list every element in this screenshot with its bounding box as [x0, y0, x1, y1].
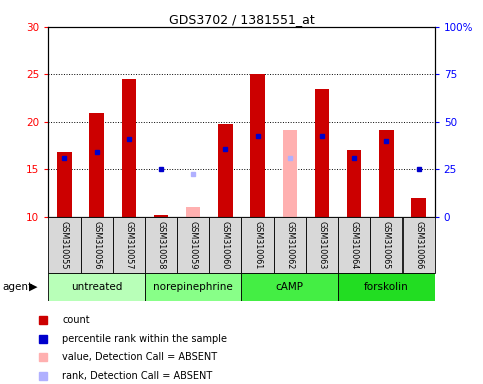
Bar: [315, 89, 329, 217]
Text: rank, Detection Call = ABSENT: rank, Detection Call = ABSENT: [62, 371, 213, 381]
Title: GDS3702 / 1381551_at: GDS3702 / 1381551_at: [169, 13, 314, 26]
Text: GSM310056: GSM310056: [92, 222, 101, 270]
Text: GSM310055: GSM310055: [60, 222, 69, 270]
Bar: [89, 113, 104, 217]
Bar: [283, 129, 297, 217]
Text: GSM310060: GSM310060: [221, 222, 230, 270]
Bar: [81, 217, 113, 273]
Bar: [154, 215, 168, 217]
Bar: [122, 79, 136, 217]
Text: GSM310066: GSM310066: [414, 222, 423, 270]
Bar: [306, 217, 338, 273]
Bar: [48, 273, 145, 301]
Text: GSM310063: GSM310063: [317, 222, 327, 270]
Bar: [379, 129, 394, 217]
Bar: [347, 151, 361, 217]
Bar: [338, 273, 435, 301]
Bar: [177, 217, 209, 273]
Text: GSM310057: GSM310057: [124, 222, 133, 270]
Text: forskolin: forskolin: [364, 282, 409, 292]
Text: value, Detection Call = ABSENT: value, Detection Call = ABSENT: [62, 352, 217, 362]
Bar: [209, 217, 242, 273]
Bar: [145, 273, 242, 301]
Text: untreated: untreated: [71, 282, 122, 292]
Text: count: count: [62, 315, 90, 325]
Bar: [113, 217, 145, 273]
Bar: [242, 273, 338, 301]
Text: GSM310059: GSM310059: [189, 222, 198, 270]
Bar: [145, 217, 177, 273]
Bar: [242, 217, 274, 273]
Bar: [338, 217, 370, 273]
Bar: [48, 217, 81, 273]
Text: ▶: ▶: [28, 282, 37, 292]
Text: GSM310058: GSM310058: [156, 222, 166, 270]
Bar: [57, 152, 71, 217]
Text: GSM310065: GSM310065: [382, 222, 391, 270]
Text: percentile rank within the sample: percentile rank within the sample: [62, 334, 227, 344]
Bar: [370, 217, 402, 273]
Bar: [186, 207, 200, 217]
Text: GSM310064: GSM310064: [350, 222, 359, 270]
Text: norepinephrine: norepinephrine: [153, 282, 233, 292]
Bar: [250, 74, 265, 217]
Bar: [412, 198, 426, 217]
Bar: [218, 124, 233, 217]
Text: agent: agent: [2, 282, 32, 292]
Bar: [402, 217, 435, 273]
Text: cAMP: cAMP: [276, 282, 304, 292]
Text: GSM310061: GSM310061: [253, 222, 262, 270]
Bar: [274, 217, 306, 273]
Text: GSM310062: GSM310062: [285, 222, 294, 270]
